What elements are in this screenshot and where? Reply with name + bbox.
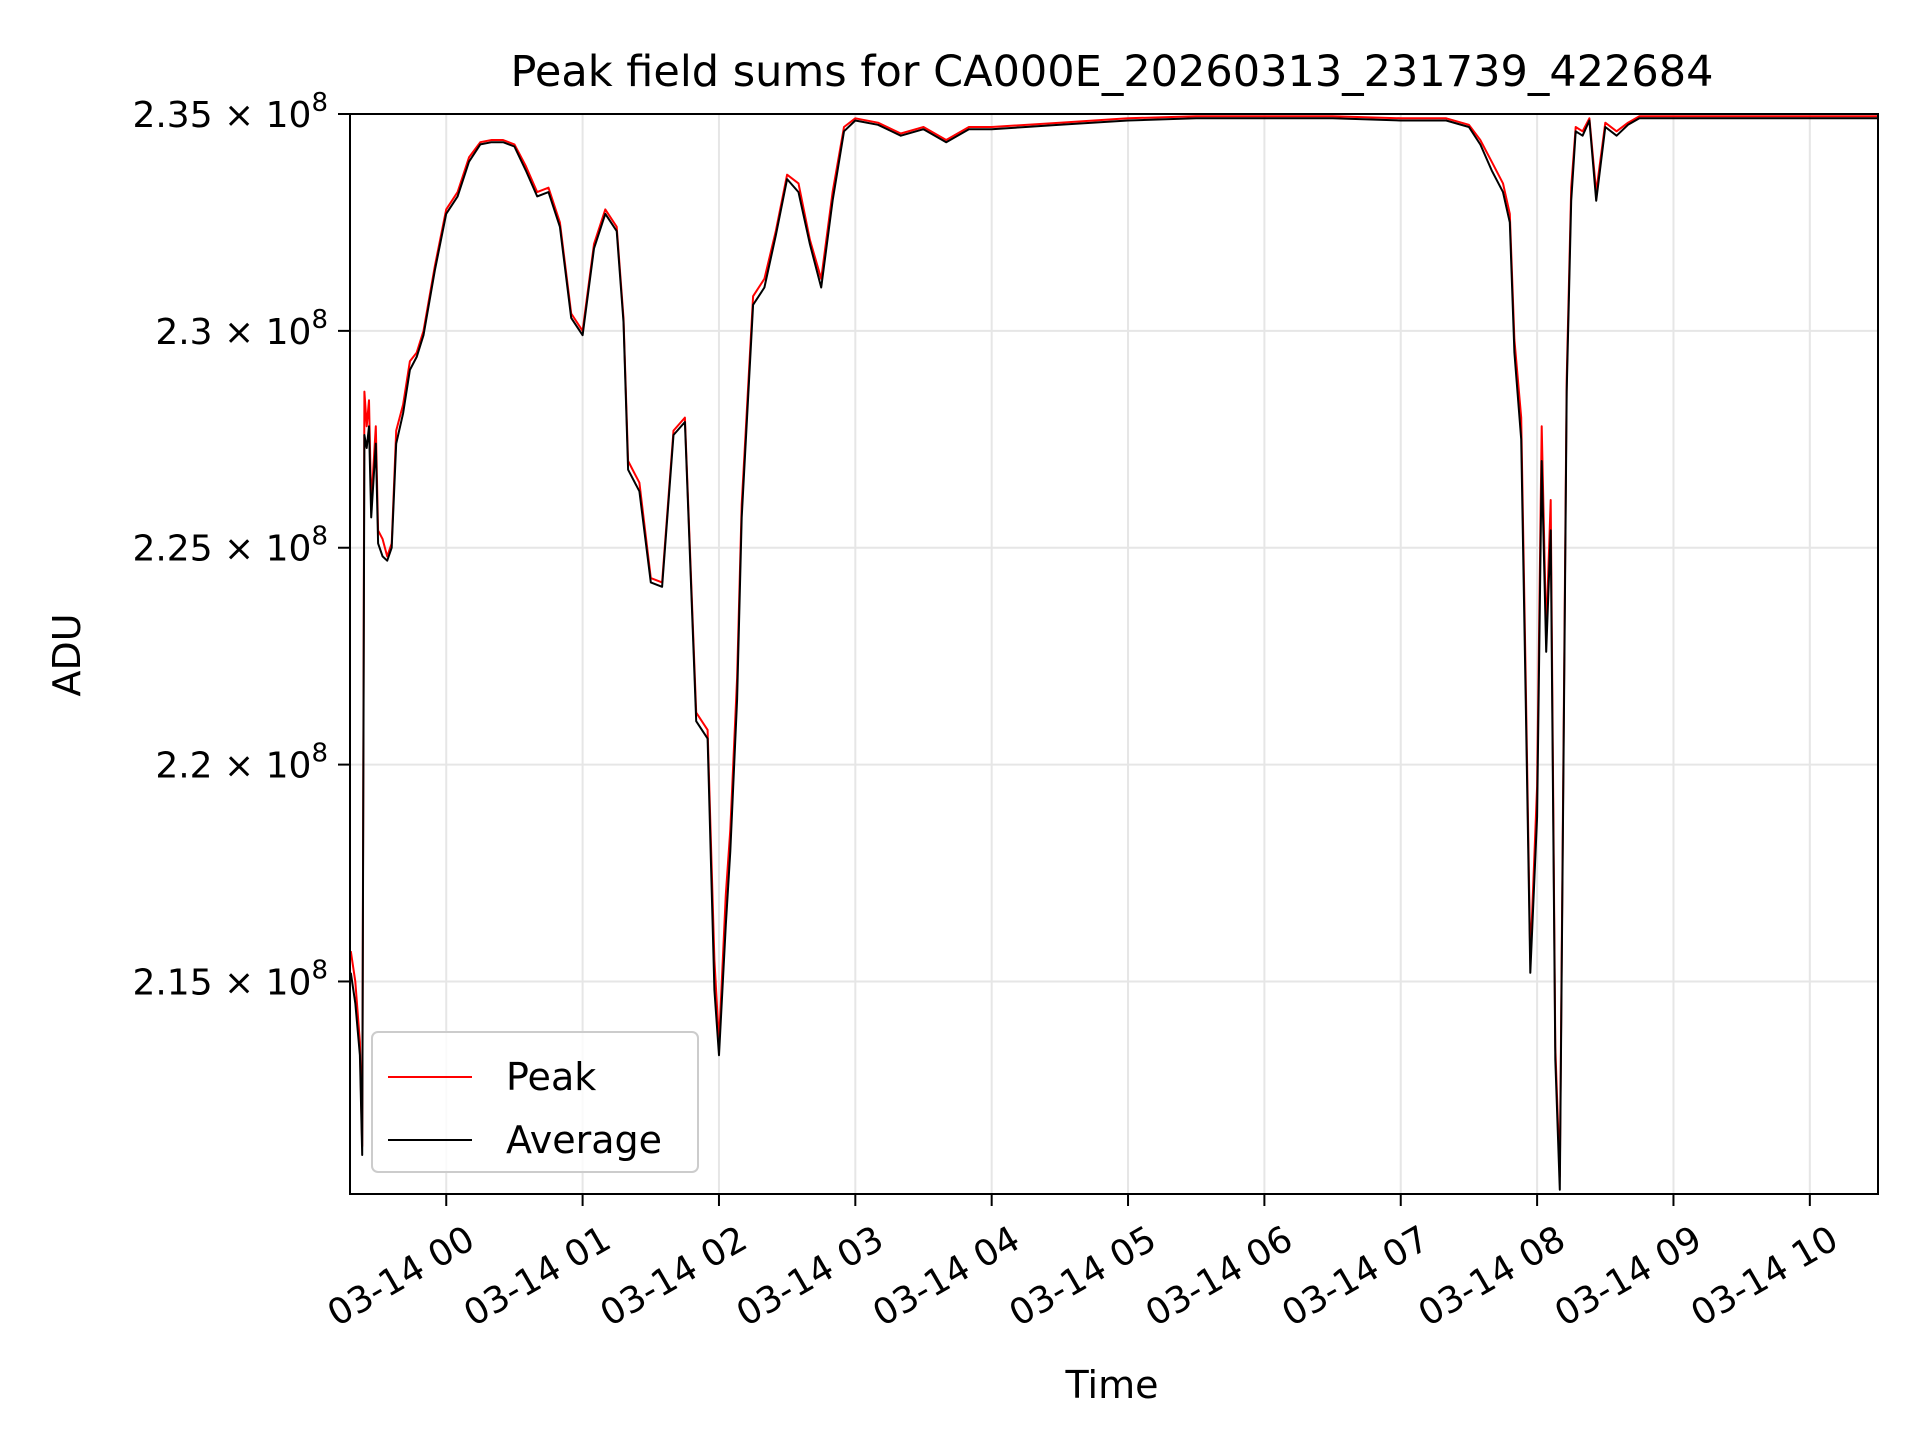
y-axis-label: ADU <box>45 613 89 696</box>
y-tick-exponent: 8 <box>311 305 328 335</box>
y-tick-exponent: 8 <box>311 88 328 118</box>
x-axis-label: Time <box>1065 1363 1159 1407</box>
y-tick-label: 2.25 × 108 <box>132 522 328 570</box>
chart-title: Peak field sums for CA000E_20260313_2317… <box>511 47 1714 97</box>
y-tick-times: × 10 <box>213 312 312 353</box>
series-layer <box>350 115 1878 1191</box>
y-tick-label: 2.35 × 108 <box>132 88 328 136</box>
y-tick-mantissa: 2.2 <box>155 746 212 787</box>
y-tick-mantissa: 2.3 <box>155 312 212 353</box>
y-tick-mantissa: 2.35 <box>132 95 212 136</box>
y-tick-mantissa: 2.25 <box>132 529 212 570</box>
y-tick-exponent: 8 <box>311 522 328 552</box>
y-tick-times: × 10 <box>213 95 312 136</box>
y-tick-label: 2.3 × 108 <box>155 305 328 353</box>
y-tick-label: 2.2 × 108 <box>155 739 328 787</box>
y-tick-times: × 10 <box>213 746 312 787</box>
y-tick-label: 2.15 × 108 <box>132 955 328 1003</box>
y-tick-mantissa: 2.15 <box>132 962 212 1003</box>
plot-frame <box>349 113 1879 1195</box>
grid-lines <box>350 113 1878 1194</box>
legend-label-average: Average <box>506 1118 662 1162</box>
y-tick-times: × 10 <box>213 529 312 570</box>
legend-label-peak: Peak <box>506 1055 596 1099</box>
legend: Peak Average <box>371 1031 699 1173</box>
series-line-average <box>350 117 1878 1191</box>
y-tick-exponent: 8 <box>311 739 328 769</box>
y-tick-times: × 10 <box>213 962 312 1003</box>
y-tick-exponent: 8 <box>311 955 328 985</box>
legend-box <box>371 1031 699 1173</box>
